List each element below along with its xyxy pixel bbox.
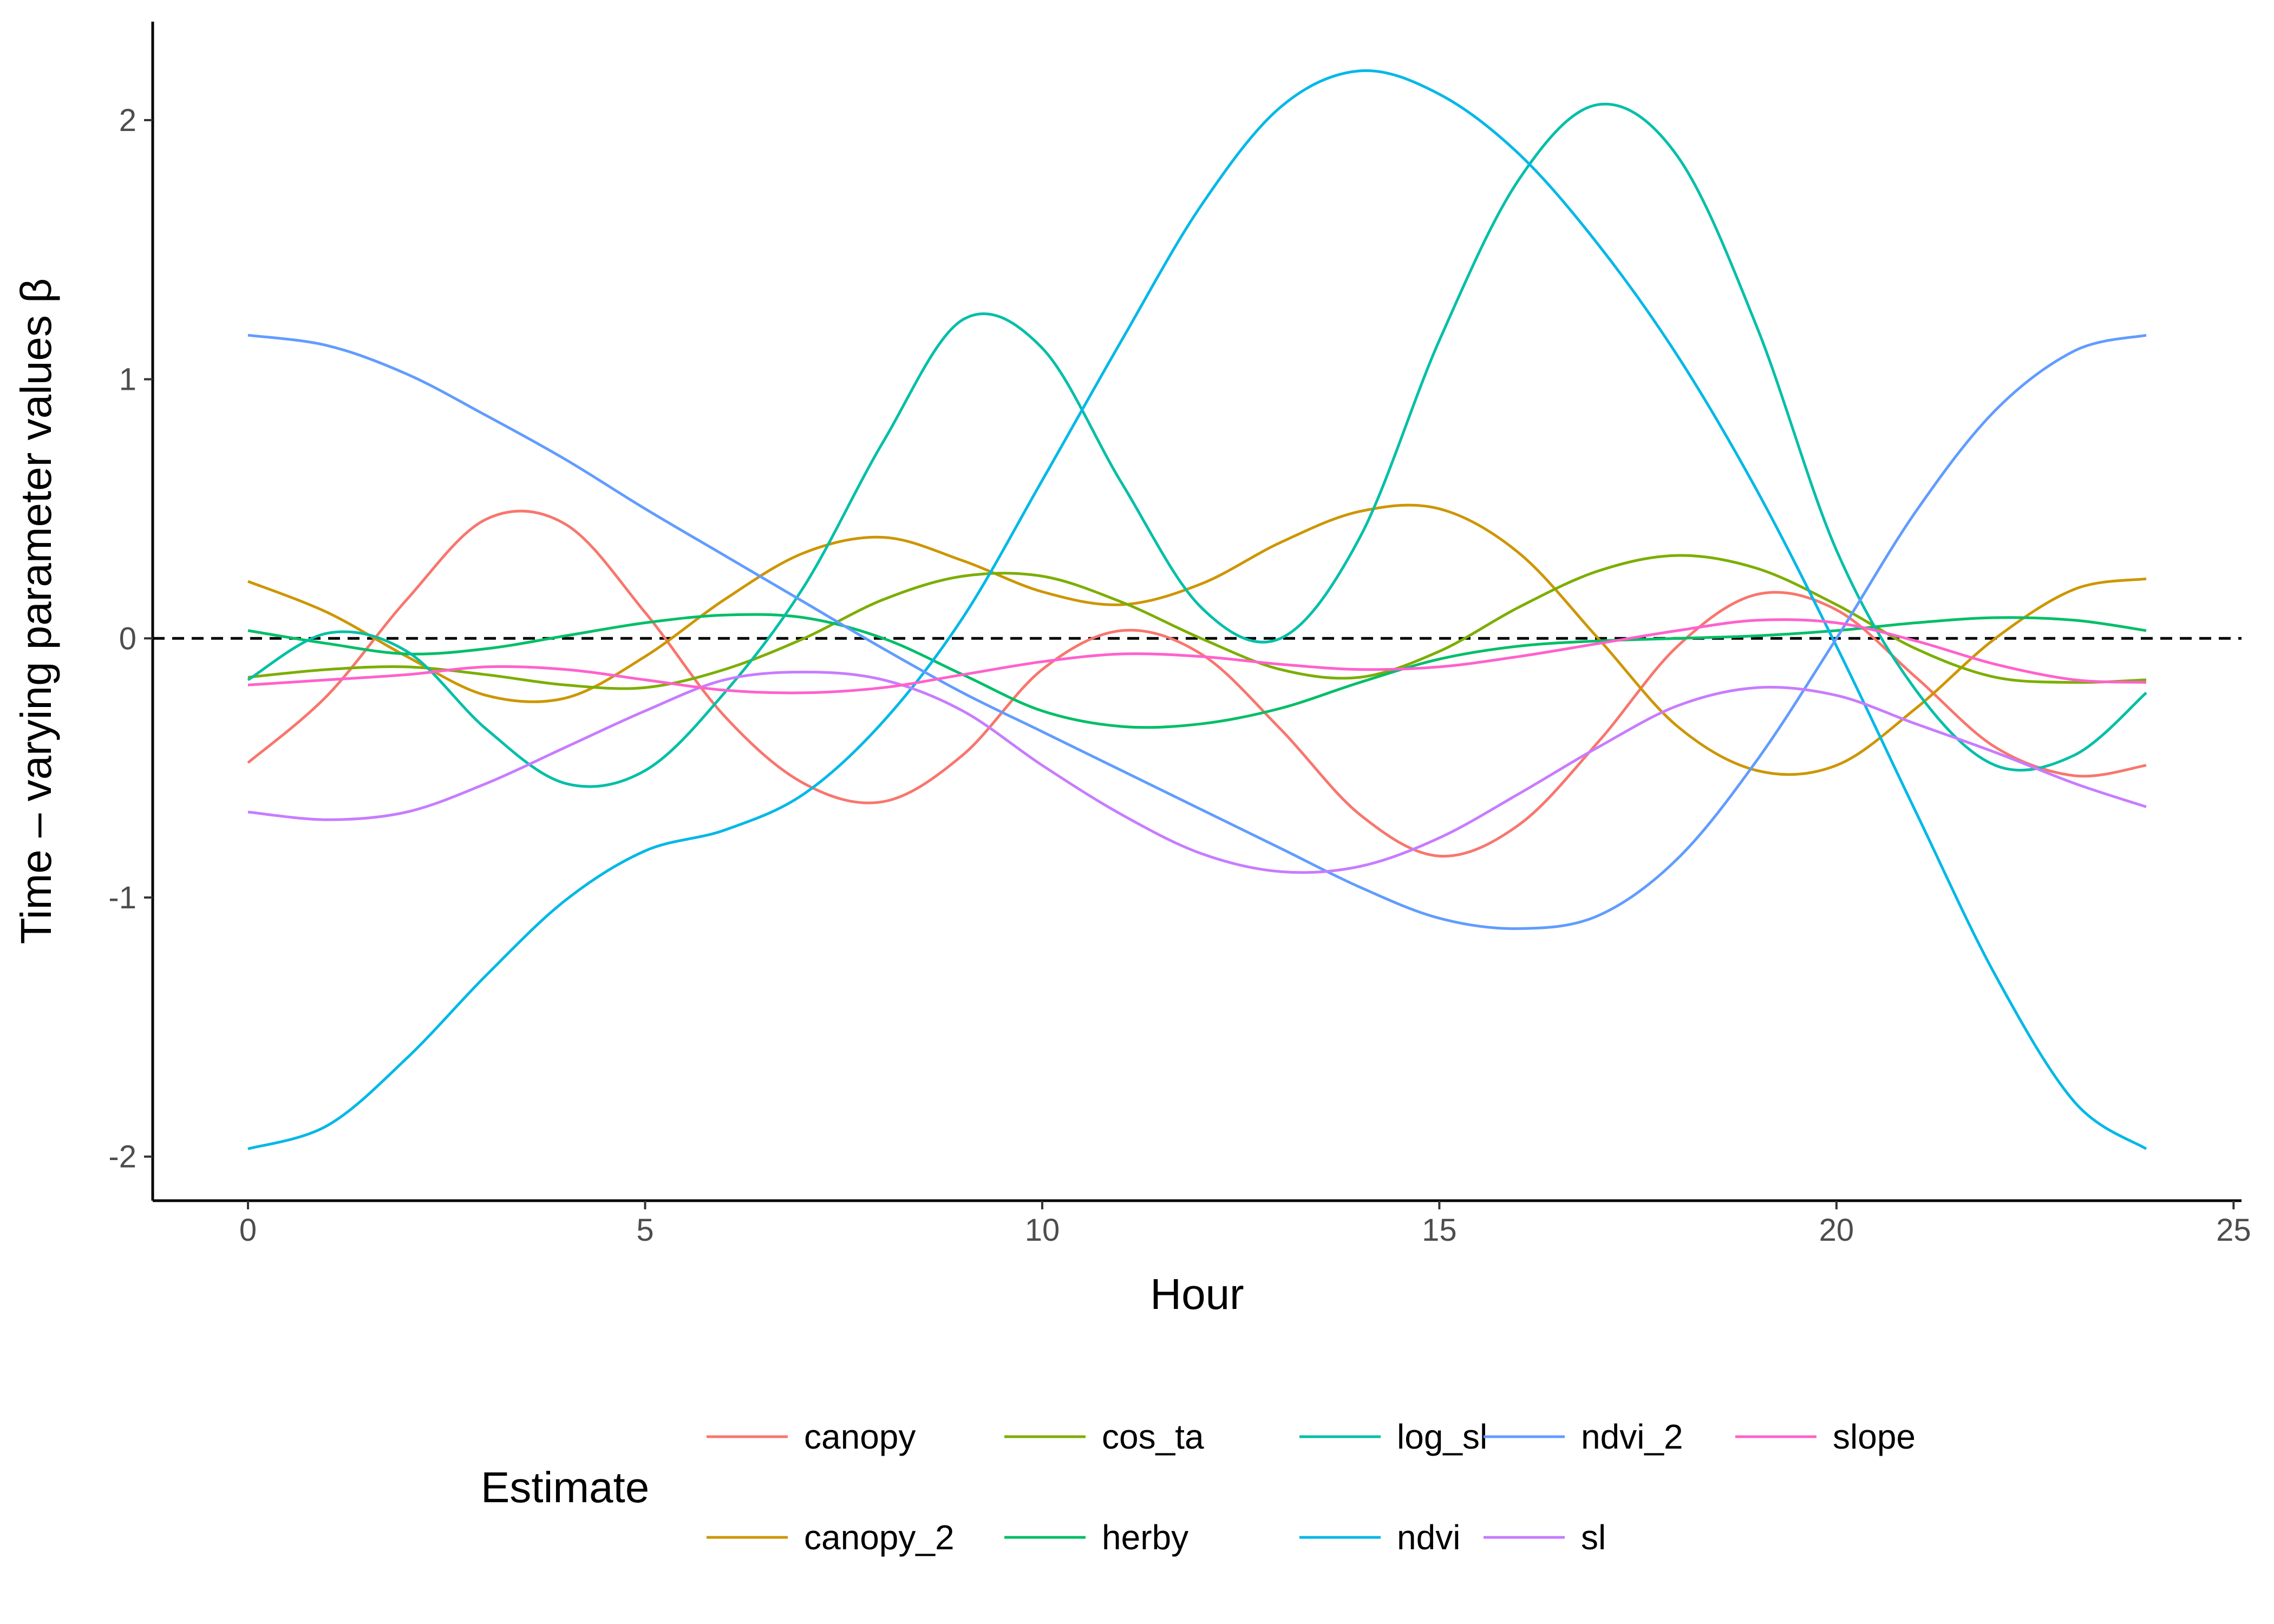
y-tick-label: -1: [108, 880, 136, 915]
x-tick-label: 0: [239, 1213, 257, 1248]
x-tick-label: 5: [636, 1213, 654, 1248]
x-axis-title: Hour: [1150, 1270, 1244, 1318]
legend-label-cos-ta: cos_ta: [1102, 1417, 1204, 1456]
y-tick-label: 1: [119, 362, 136, 397]
series-line-log-sl: [247, 102, 2147, 788]
legend-label-sl: sl: [1581, 1518, 1606, 1557]
y-tick-label: 2: [119, 103, 136, 138]
legend-title: Estimate: [481, 1463, 649, 1511]
x-tick-label: 10: [1025, 1213, 1060, 1248]
series-line-ndvi: [247, 69, 2147, 1150]
legend-label-herby: herby: [1102, 1518, 1188, 1557]
legend-label-ndvi: ndvi: [1397, 1518, 1460, 1557]
y-axis-title: Time – varying parameter values β: [12, 278, 60, 944]
axes-layer: 0 5 10 15 20 25 -2 -1 0 1 2: [108, 22, 2251, 1248]
series-line-canopy: [247, 509, 2147, 858]
series-line-sl: [247, 671, 2147, 874]
series-line-canopy-2: [247, 503, 2147, 776]
x-tick-label: 15: [1422, 1213, 1457, 1248]
series-line-slope: [247, 618, 2147, 695]
series-line-herby: [247, 613, 2147, 729]
legend-label-log-sl: log_sl: [1397, 1417, 1487, 1456]
series-layer: [247, 69, 2147, 1150]
x-tick-label: 20: [1819, 1213, 1854, 1248]
legend-label-ndvi-2: ndvi_2: [1581, 1417, 1683, 1456]
series-line-cos-ta: [247, 554, 2147, 690]
y-tick-label: -2: [108, 1140, 136, 1175]
legend-label-canopy-2: canopy_2: [804, 1518, 955, 1557]
y-tick-label: 0: [119, 621, 136, 656]
x-tick-label: 25: [2216, 1213, 2251, 1248]
series-line-ndvi-2: [247, 333, 2147, 930]
legend-label-canopy: canopy: [804, 1417, 916, 1456]
legend-label-slope: slope: [1833, 1417, 1916, 1456]
